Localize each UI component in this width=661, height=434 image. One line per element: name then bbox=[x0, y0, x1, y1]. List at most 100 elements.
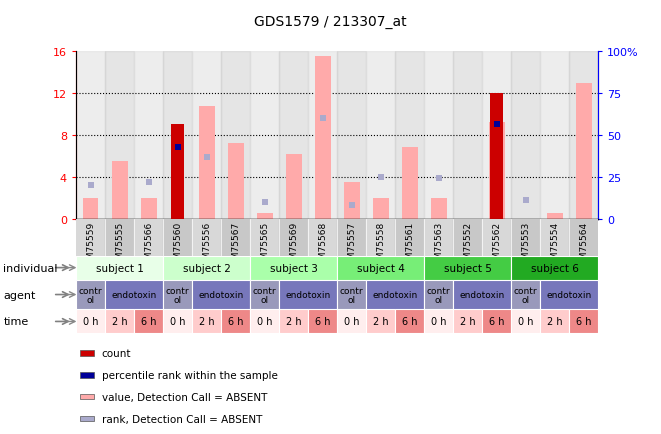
Bar bbox=[308, 52, 337, 219]
Text: rank, Detection Call = ABSENT: rank, Detection Call = ABSENT bbox=[102, 414, 262, 424]
Text: GSM75563: GSM75563 bbox=[434, 221, 443, 270]
Bar bbox=[576, 83, 592, 219]
Bar bbox=[488, 123, 504, 219]
Bar bbox=[540, 280, 598, 310]
Bar bbox=[424, 219, 453, 256]
Bar bbox=[134, 52, 163, 219]
Text: GSM75567: GSM75567 bbox=[231, 221, 240, 270]
Bar bbox=[250, 52, 279, 219]
Text: endotoxin: endotoxin bbox=[547, 290, 592, 299]
Text: GSM75554: GSM75554 bbox=[550, 221, 559, 270]
Text: 6 h: 6 h bbox=[402, 317, 417, 327]
Text: GSM75568: GSM75568 bbox=[318, 221, 327, 270]
Text: 6 h: 6 h bbox=[315, 317, 330, 327]
Bar bbox=[76, 52, 105, 219]
Bar bbox=[227, 144, 243, 219]
Bar bbox=[134, 219, 163, 256]
Text: GSM75562: GSM75562 bbox=[492, 221, 501, 270]
Bar bbox=[366, 310, 395, 334]
Bar bbox=[337, 219, 366, 256]
Bar bbox=[221, 52, 250, 219]
Text: contr
ol: contr ol bbox=[514, 286, 537, 304]
Bar bbox=[337, 310, 366, 334]
Bar bbox=[279, 310, 308, 334]
Bar bbox=[395, 52, 424, 219]
Bar bbox=[337, 52, 366, 219]
Bar bbox=[163, 52, 192, 219]
Text: subject 2: subject 2 bbox=[182, 263, 231, 273]
Bar bbox=[482, 52, 511, 219]
Text: contr
ol: contr ol bbox=[340, 286, 364, 304]
Bar bbox=[105, 310, 134, 334]
Bar bbox=[540, 219, 569, 256]
Bar bbox=[431, 198, 447, 219]
Bar bbox=[198, 106, 215, 219]
Bar bbox=[569, 52, 598, 219]
Text: 6 h: 6 h bbox=[576, 317, 592, 327]
Bar bbox=[163, 256, 250, 280]
Bar bbox=[490, 94, 503, 219]
Bar bbox=[141, 198, 157, 219]
Bar bbox=[424, 310, 453, 334]
Text: GSM75558: GSM75558 bbox=[376, 221, 385, 270]
Text: endotoxin: endotoxin bbox=[112, 290, 157, 299]
Bar bbox=[76, 310, 105, 334]
Text: GSM75552: GSM75552 bbox=[463, 221, 472, 270]
Text: contr
ol: contr ol bbox=[427, 286, 450, 304]
Bar bbox=[83, 198, 98, 219]
Text: endotoxin: endotoxin bbox=[459, 290, 505, 299]
Bar bbox=[192, 52, 221, 219]
Text: endotoxin: endotoxin bbox=[373, 290, 418, 299]
Bar bbox=[80, 394, 95, 400]
Bar bbox=[279, 219, 308, 256]
Bar bbox=[221, 219, 250, 256]
Text: 2 h: 2 h bbox=[373, 317, 389, 327]
Text: subject 3: subject 3 bbox=[270, 263, 317, 273]
Text: 2 h: 2 h bbox=[199, 317, 214, 327]
Text: subject 4: subject 4 bbox=[357, 263, 405, 273]
Text: GSM75565: GSM75565 bbox=[260, 221, 269, 270]
Bar bbox=[286, 155, 301, 219]
Text: 0 h: 0 h bbox=[83, 317, 98, 327]
Bar bbox=[569, 310, 598, 334]
Text: endotoxin: endotoxin bbox=[286, 290, 330, 299]
Bar bbox=[163, 280, 192, 310]
Bar bbox=[250, 219, 279, 256]
Bar bbox=[256, 214, 272, 219]
Text: GSM75553: GSM75553 bbox=[521, 221, 530, 270]
Text: GSM75560: GSM75560 bbox=[173, 221, 182, 270]
Bar bbox=[511, 256, 598, 280]
Bar bbox=[315, 57, 330, 219]
Bar bbox=[105, 280, 163, 310]
Bar bbox=[105, 219, 134, 256]
Text: subject 1: subject 1 bbox=[96, 263, 143, 273]
Bar bbox=[163, 310, 192, 334]
Text: individual: individual bbox=[3, 263, 58, 273]
Bar bbox=[569, 219, 598, 256]
Bar bbox=[337, 256, 424, 280]
Bar bbox=[308, 310, 337, 334]
Bar bbox=[540, 310, 569, 334]
Text: time: time bbox=[3, 317, 28, 327]
Bar bbox=[163, 219, 192, 256]
Text: GSM75555: GSM75555 bbox=[115, 221, 124, 270]
Text: 0 h: 0 h bbox=[170, 317, 185, 327]
Bar bbox=[453, 280, 511, 310]
Bar bbox=[192, 280, 250, 310]
Text: GSM75559: GSM75559 bbox=[86, 221, 95, 270]
Text: 0 h: 0 h bbox=[518, 317, 533, 327]
Bar bbox=[482, 310, 511, 334]
Text: 6 h: 6 h bbox=[141, 317, 156, 327]
Bar bbox=[279, 280, 337, 310]
Text: percentile rank within the sample: percentile rank within the sample bbox=[102, 370, 278, 380]
Bar bbox=[511, 280, 540, 310]
Text: GSM75556: GSM75556 bbox=[202, 221, 211, 270]
Bar bbox=[80, 351, 95, 356]
Text: GSM75569: GSM75569 bbox=[289, 221, 298, 270]
Bar bbox=[511, 310, 540, 334]
Bar bbox=[76, 280, 105, 310]
Bar bbox=[192, 219, 221, 256]
Bar bbox=[112, 162, 128, 219]
Bar bbox=[453, 52, 482, 219]
Bar bbox=[511, 52, 540, 219]
